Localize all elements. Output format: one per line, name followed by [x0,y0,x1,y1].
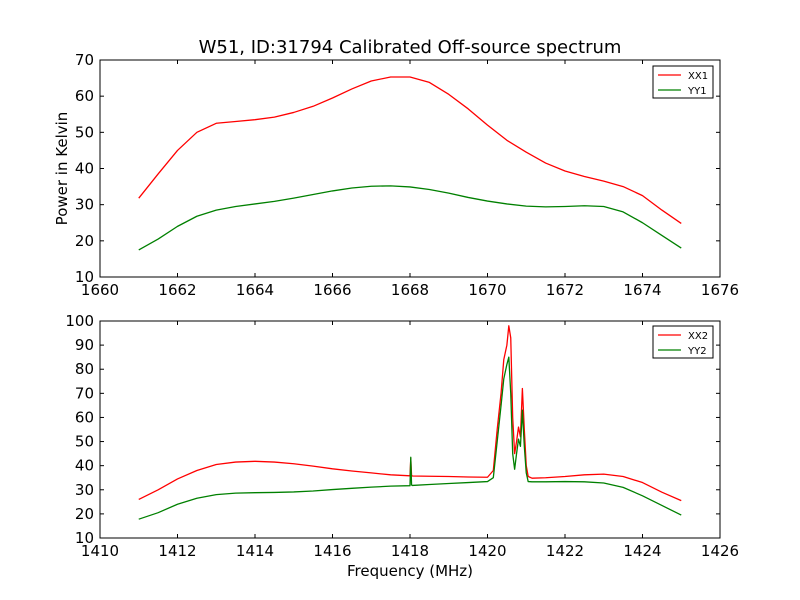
x-tick-label: 1418 [391,542,429,560]
y-tick-label: 10 [75,529,94,547]
y-axis-label: Power in Kelvin [53,112,71,226]
y-tick-label: 20 [75,232,94,250]
legend-box [652,325,714,359]
top-panel: 1660 1662 1664 1666 1668 1670 1672 1674 1676 10 20… [53,51,739,299]
series-line-yy2 [138,356,682,520]
x-tick-label: 1670 [468,281,506,299]
x-tick-label: 1660 [81,281,119,299]
x-tick-label: 1676 [701,281,739,299]
y-tick-label: 50 [75,433,94,451]
y-tick-label: 30 [75,481,94,499]
x-tick-label: 1666 [313,281,351,299]
x-tick-label: 1410 [81,542,119,560]
x-tick-label: 1424 [623,542,661,560]
x-tick-label: 1662 [158,281,196,299]
x-tick-label: 1420 [468,542,506,560]
y-tick-label: 20 [75,505,94,523]
x-tick-label: 1422 [546,542,584,560]
x-tick-label: 1416 [313,542,351,560]
legend-label-xx2: XX2 [688,331,708,342]
x-tick-label: 1664 [236,281,274,299]
x-tick-label: 1412 [158,542,196,560]
y-tick-label: 10 [75,268,94,286]
legend-label-yy1: YY1 [687,86,707,97]
x-tick-label: 1414 [236,542,274,560]
y-tick-label: 50 [75,123,94,141]
chart-title: W51, ID:31794 Calibrated Off-source spec… [199,37,622,58]
series-line-xx2 [138,325,682,502]
legend-label-xx1: XX1 [688,71,708,82]
series-line-yy1 [138,185,682,251]
series-line-xx1 [138,76,682,225]
y-tick-label: 40 [75,160,94,178]
x-tick-label: 1674 [623,281,661,299]
legend-label-yy2: YY2 [687,346,707,357]
x-tick-label: 1426 [701,542,739,560]
x-axis-label: Frequency (MHz) [347,562,473,580]
x-tick-label: 1672 [546,281,584,299]
legend-box [652,65,714,99]
y-tick-label: 60 [75,87,94,105]
y-tick-label: 40 [75,457,94,475]
y-tick-label: 100 [65,312,94,330]
x-tick-label: 1668 [391,281,429,299]
y-tick-label: 70 [75,384,94,402]
y-tick-label: 70 [75,51,94,69]
bottom-panel: 1410 1412 1414 1416 1418 1420 1422 1424 1426 10 20… [65,312,739,580]
y-tick-label: 90 [75,336,94,354]
y-tick-label: 80 [75,360,94,378]
y-tick-label: 30 [75,196,94,214]
y-tick-label: 60 [75,408,94,426]
